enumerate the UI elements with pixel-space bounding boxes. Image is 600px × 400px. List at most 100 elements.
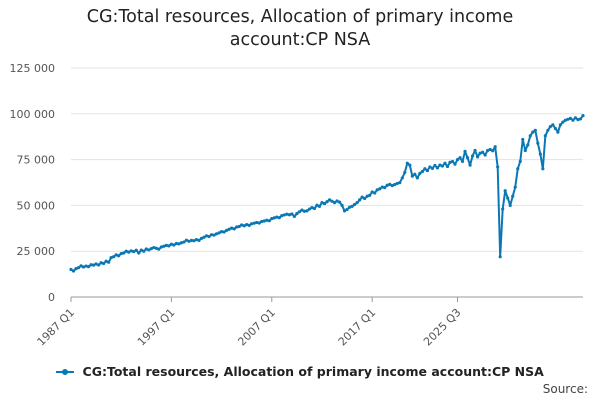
data-point	[245, 223, 249, 227]
data-point	[134, 248, 138, 252]
data-point	[74, 267, 78, 271]
data-point	[415, 176, 419, 180]
data-point	[167, 244, 171, 248]
data-point	[305, 209, 309, 213]
data-point	[122, 251, 126, 255]
data-point	[576, 118, 580, 122]
x-tick-label: 1997 Q1	[135, 306, 178, 349]
data-point	[403, 170, 407, 175]
data-point	[358, 198, 362, 202]
data-point	[538, 152, 542, 156]
data-point	[423, 167, 427, 171]
data-point	[566, 117, 570, 121]
data-point	[518, 159, 522, 164]
data-point	[242, 224, 246, 228]
data-point	[262, 219, 266, 223]
legend-label: CG:Total resources, Allocation of primar…	[82, 364, 544, 379]
data-point	[488, 147, 492, 152]
data-point	[189, 238, 194, 242]
data-point	[350, 204, 354, 208]
data-point	[119, 251, 123, 256]
data-point	[513, 185, 517, 189]
data-point	[481, 150, 485, 154]
data-point	[340, 203, 344, 207]
data-point	[192, 239, 196, 243]
data-point	[197, 238, 201, 242]
data-point	[209, 233, 214, 237]
data-point	[320, 201, 324, 205]
data-point	[81, 265, 86, 269]
data-point	[445, 164, 450, 169]
data-point	[214, 232, 219, 236]
data-point	[516, 167, 520, 171]
data-point	[217, 231, 221, 235]
data-point	[453, 162, 457, 166]
data-point	[438, 163, 442, 167]
data-point	[164, 243, 168, 247]
series-line	[70, 115, 584, 272]
data-point	[287, 213, 291, 217]
data-point	[355, 201, 359, 205]
data-point	[300, 208, 304, 212]
data-point	[347, 205, 352, 209]
data-point	[237, 224, 241, 229]
data-point	[506, 196, 510, 200]
data-point	[267, 219, 271, 223]
data-point	[395, 181, 399, 186]
data-point	[79, 264, 83, 268]
data-point	[568, 116, 573, 120]
data-point	[551, 123, 555, 127]
data-point	[109, 256, 113, 260]
data-point	[556, 130, 560, 134]
data-point	[546, 128, 550, 132]
data-point	[277, 216, 281, 220]
legend[interactable]: CG:Total resources, Allocation of primar…	[0, 364, 600, 379]
data-point	[159, 245, 163, 249]
data-point	[475, 155, 480, 159]
data-point	[114, 253, 118, 257]
data-point	[400, 176, 404, 180]
data-point	[282, 213, 286, 217]
data-point	[257, 221, 261, 225]
data-point	[501, 207, 505, 211]
data-point	[325, 200, 329, 204]
data-point	[465, 156, 470, 160]
data-point	[337, 200, 342, 204]
data-point	[370, 190, 374, 194]
data-point	[260, 219, 264, 224]
data-point	[322, 201, 327, 206]
data-point	[272, 216, 276, 220]
data-point	[523, 148, 527, 153]
data-point	[212, 233, 216, 237]
data-point	[413, 172, 417, 176]
data-point	[536, 141, 540, 145]
data-point	[179, 241, 184, 245]
data-point	[541, 167, 545, 171]
data-point	[132, 249, 136, 254]
data-point	[227, 227, 231, 231]
data-point	[448, 160, 452, 164]
data-point	[202, 235, 206, 239]
data-point	[330, 199, 334, 203]
data-point	[129, 249, 133, 253]
data-point	[408, 163, 412, 167]
data-point	[455, 158, 460, 162]
data-point	[460, 159, 465, 164]
data-point	[375, 188, 379, 192]
data-point	[526, 143, 530, 147]
data-point	[425, 168, 429, 173]
data-point	[240, 223, 244, 227]
data-point	[184, 238, 189, 242]
data-point	[270, 216, 274, 221]
data-point	[147, 248, 151, 252]
data-point	[410, 174, 414, 178]
data-point	[157, 247, 161, 251]
data-point	[207, 234, 211, 239]
data-point	[275, 215, 279, 219]
data-point	[405, 161, 409, 165]
data-point	[187, 239, 191, 243]
data-point	[463, 149, 467, 153]
data-point	[265, 218, 269, 222]
data-point	[543, 134, 547, 138]
